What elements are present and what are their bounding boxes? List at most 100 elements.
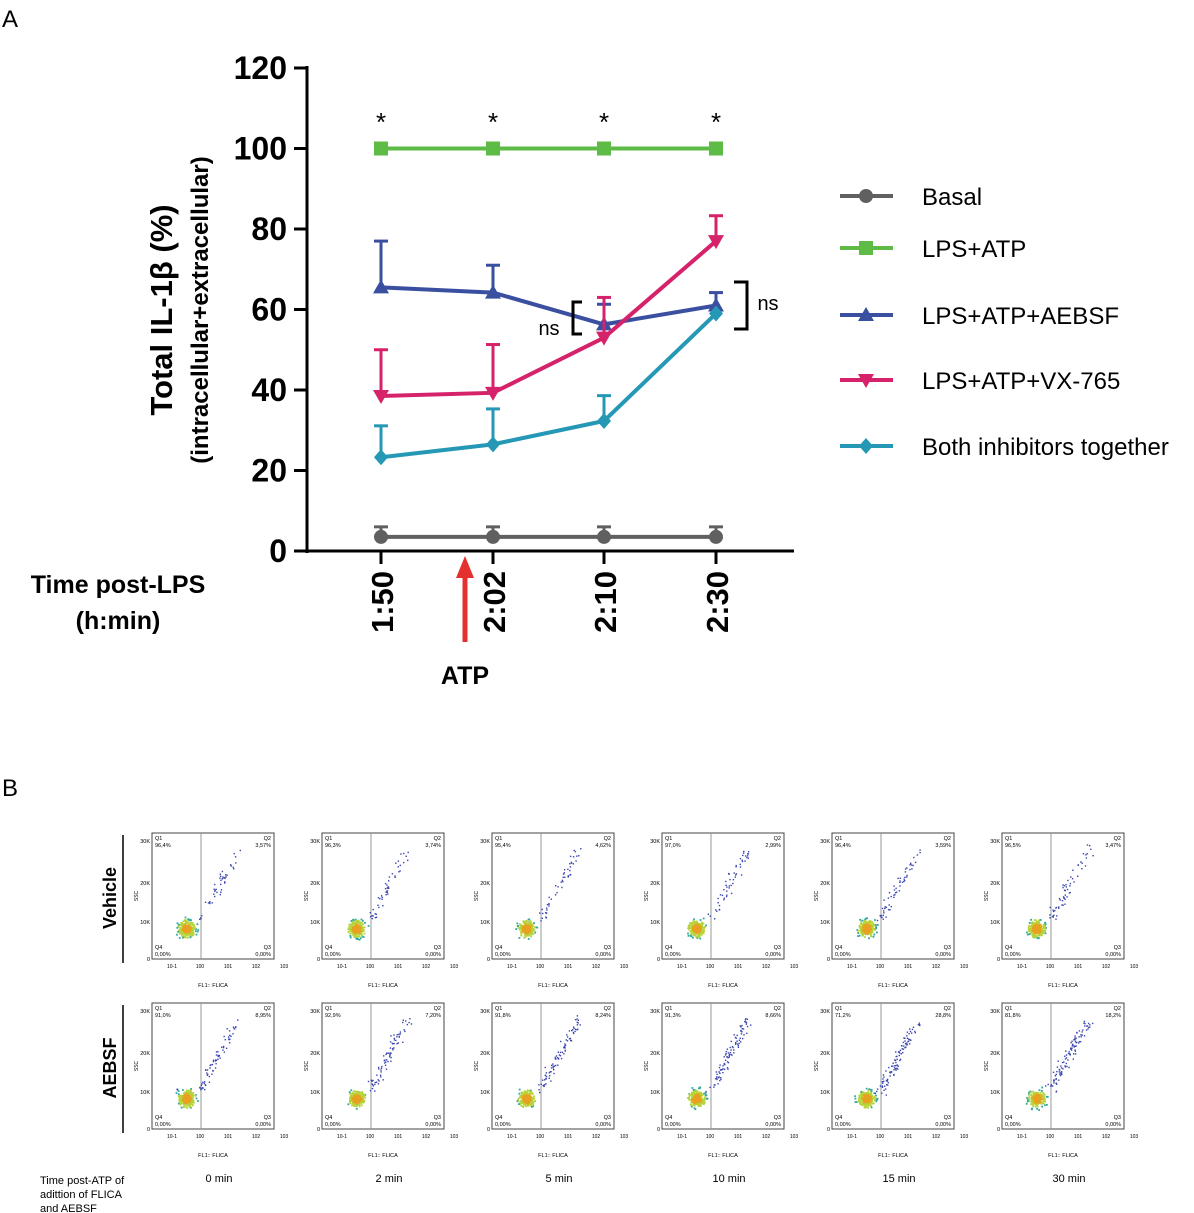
scatter-dot [190,1106,192,1109]
scatter-dot [178,1096,181,1099]
scatter-dot [874,924,877,926]
scatter-dot [219,877,221,879]
scatter-dot [521,1093,523,1096]
scatter-dot [910,864,913,866]
scatter-dot [184,931,187,933]
q2-value: 8,95% [255,1013,271,1019]
scatter-dot [539,1091,541,1094]
scatter-dot [1036,937,1039,939]
y-tick-label: 30K [140,839,150,845]
q3-label: Q3 [774,1115,781,1121]
scatter-dot [523,1103,526,1106]
q3-value: 0,00% [935,1122,951,1128]
scatter-dot [729,1051,732,1054]
scatter-dot [861,1100,864,1103]
scatter-dot [726,1056,728,1058]
scatter-dot [733,1034,735,1036]
x-tick-label: 103 [960,1134,969,1140]
y-tick-label: 20K [650,881,660,887]
q1-value: 96,4% [835,843,851,849]
scatter-dot [721,1069,723,1071]
scatter-dot [531,924,533,926]
scatter-dot [1072,1043,1074,1045]
scatter-dot [862,921,865,924]
y-axis-label: SSC [814,1060,820,1071]
scatter-dot [727,1052,730,1054]
scatter-dot [1035,925,1038,928]
scatter-dot [867,1106,869,1109]
scatter-dot [702,931,704,933]
scatter-dot [869,1098,872,1101]
scatter-dot [883,1080,885,1083]
legend-label: Basal [922,184,982,211]
scatter-dot [202,1087,204,1089]
scatter-dot [722,1065,724,1067]
scatter-dot [699,1104,702,1107]
scatter-dot [734,1036,737,1039]
scatter-dot [1043,1100,1045,1102]
scatter-dot [364,1096,367,1099]
scatter-dot [220,889,223,891]
scatter-dot [201,915,203,917]
scatter-dot [520,1104,523,1107]
scatter-dot [904,876,906,878]
scatter-dot [864,1104,867,1107]
scatter-dot [191,922,194,924]
scatter-dot [573,1027,575,1029]
scatter-dot [883,912,885,914]
x-tick-label: 10-1 [677,1134,687,1140]
flow-plot: Q197,0%Q22,99%Q40,00%Q30,00%30K20K10K0SS… [644,832,798,989]
data-point [858,307,874,321]
scatter-dot [1061,1073,1063,1075]
scatter-dot [354,1100,357,1102]
scatter-dot [184,926,186,929]
scatter-dot [1069,882,1072,885]
data-point [597,529,611,544]
data-point [374,141,388,156]
scatter-dot [863,919,865,922]
scatter-dot [358,935,361,938]
scatter-dot [885,1084,888,1086]
scatter-dot [387,1060,389,1063]
scatter-dot [730,1053,732,1056]
scatter-dot [544,1079,546,1081]
scatter-dot [1044,925,1046,927]
scatter-dot [542,912,544,915]
scatter-dot [881,1092,883,1094]
scatter-dot [549,1071,551,1073]
scatter-dot [549,1075,551,1077]
scatter-dot [218,1054,221,1057]
q4-value: 0,00% [155,952,171,958]
scatter-dot [213,893,215,895]
scatter-dot [1053,1082,1055,1084]
scatter-dot [1074,1050,1077,1052]
scatter-dot [214,1060,217,1062]
scatter-dot [865,1103,867,1106]
scatter-dot [404,1030,406,1033]
scatter-dot [350,1099,353,1102]
scatter-dot [380,1071,382,1073]
scatter-dot [702,922,705,925]
scatter-dot [862,932,864,935]
scatter-dot [735,864,737,867]
scatter-dot [1034,1097,1037,1100]
scatter-dot [371,917,374,920]
scatter-dot [1033,925,1035,928]
scatter-dot [225,1047,228,1049]
scatter-dot [540,1083,542,1085]
scatter-dot [182,920,185,923]
scatter-dot [184,936,187,939]
y-tick-label: 30K [820,839,830,845]
scatter-dot [1044,932,1047,935]
scatter-dot [727,1068,729,1070]
scatter-dot [206,1069,209,1071]
scatter-dot [518,1103,520,1105]
scatter-dot [576,1024,579,1026]
scatter-dot [918,1024,921,1026]
scatter-dot [209,902,211,905]
scatter-dot [181,1095,184,1098]
data-point [858,374,874,388]
q2-label: Q2 [944,1006,951,1012]
scatter-dot [1038,930,1041,932]
scatter-dot [898,890,901,892]
